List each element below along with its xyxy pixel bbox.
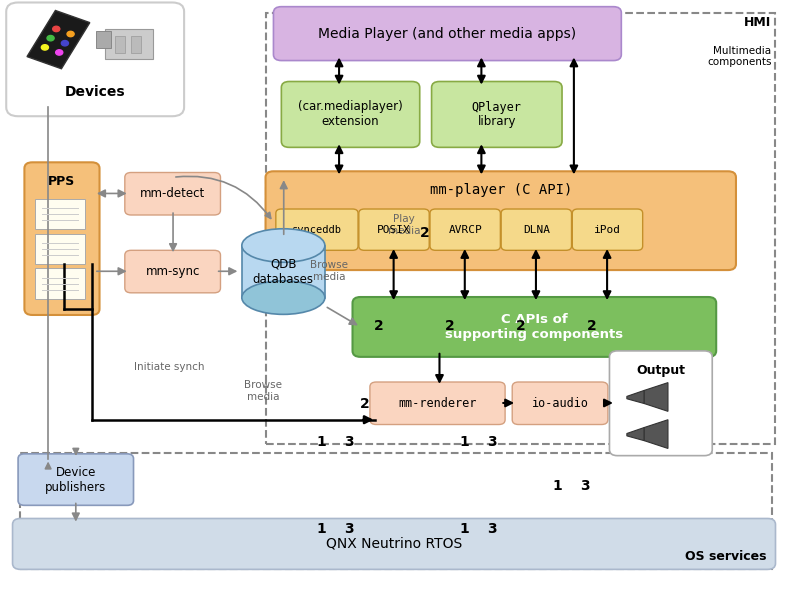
Polygon shape [27, 10, 89, 69]
FancyBboxPatch shape [281, 82, 420, 148]
Text: (car.mediaplayer)
extension: (car.mediaplayer) extension [298, 100, 403, 128]
Bar [242, 245, 325, 298]
Circle shape [55, 50, 63, 55]
Text: Devices: Devices [65, 85, 125, 99]
Bar [21, 452, 771, 569]
Polygon shape [626, 391, 644, 404]
Text: 2: 2 [374, 319, 383, 333]
Text: 2: 2 [421, 226, 430, 240]
FancyBboxPatch shape [105, 29, 154, 59]
Text: databases: databases [253, 273, 314, 286]
FancyBboxPatch shape [610, 351, 712, 455]
FancyBboxPatch shape [25, 163, 100, 315]
FancyBboxPatch shape [512, 382, 608, 425]
Bar [265, 13, 775, 443]
FancyBboxPatch shape [573, 209, 642, 250]
Circle shape [41, 44, 48, 50]
Text: 3: 3 [581, 479, 590, 493]
FancyBboxPatch shape [97, 31, 111, 48]
Polygon shape [626, 428, 644, 440]
Text: io-audio: io-audio [531, 397, 588, 410]
Text: 1: 1 [317, 521, 326, 536]
Text: Media Player (and other media apps): Media Player (and other media apps) [318, 26, 577, 41]
Text: OS services: OS services [684, 550, 766, 563]
Text: 2: 2 [587, 319, 597, 333]
Text: AVRCP: AVRCP [448, 224, 482, 235]
Text: 1: 1 [459, 436, 469, 449]
Text: synceddb: synceddb [292, 224, 342, 235]
Text: 3: 3 [345, 436, 354, 449]
Text: Multimedia
components: Multimedia components [707, 46, 771, 67]
Ellipse shape [242, 229, 325, 262]
FancyBboxPatch shape [6, 2, 184, 116]
Text: DLNA: DLNA [523, 224, 550, 235]
Text: library: library [478, 115, 516, 128]
Circle shape [67, 31, 74, 37]
Text: PPS: PPS [48, 175, 75, 188]
Text: 3: 3 [487, 436, 497, 449]
Text: 1: 1 [317, 436, 326, 449]
Text: C APIs of
supporting components: C APIs of supporting components [445, 313, 623, 341]
FancyBboxPatch shape [18, 454, 134, 505]
Text: Browse
media: Browse media [310, 260, 348, 282]
FancyBboxPatch shape [13, 518, 775, 569]
Text: 3: 3 [345, 521, 354, 536]
Bar [131, 36, 141, 53]
Text: 2: 2 [445, 319, 455, 333]
Text: 1: 1 [552, 479, 562, 493]
Text: iPod: iPod [594, 224, 621, 235]
Text: Output: Output [636, 364, 685, 377]
Text: POSIX: POSIX [377, 224, 411, 235]
Text: QDB: QDB [270, 257, 296, 270]
Circle shape [47, 35, 54, 41]
FancyBboxPatch shape [125, 250, 220, 293]
Text: mm-player (C API): mm-player (C API) [429, 184, 572, 197]
FancyBboxPatch shape [352, 297, 716, 357]
Text: mm-sync: mm-sync [146, 265, 200, 278]
Text: mm-detect: mm-detect [140, 187, 205, 200]
FancyBboxPatch shape [370, 382, 505, 425]
Text: QNX Neutrino RTOS: QNX Neutrino RTOS [326, 537, 463, 551]
Text: 2: 2 [516, 319, 526, 333]
Text: HMI: HMI [744, 16, 771, 29]
FancyBboxPatch shape [35, 199, 86, 229]
Ellipse shape [242, 281, 325, 314]
Polygon shape [644, 383, 668, 412]
Circle shape [53, 26, 60, 32]
Text: Initiate synch: Initiate synch [134, 362, 204, 372]
Text: 1: 1 [459, 521, 469, 536]
Text: Play
media: Play media [387, 214, 421, 236]
Polygon shape [644, 420, 668, 448]
FancyBboxPatch shape [276, 209, 358, 250]
FancyBboxPatch shape [432, 82, 562, 148]
Text: Browse
media: Browse media [244, 380, 282, 402]
Text: 3: 3 [487, 521, 497, 536]
FancyBboxPatch shape [273, 7, 622, 61]
Text: QPlayer: QPlayer [472, 101, 522, 114]
FancyBboxPatch shape [35, 268, 86, 299]
FancyBboxPatch shape [125, 172, 220, 215]
FancyBboxPatch shape [359, 209, 429, 250]
Bar [116, 36, 125, 53]
FancyBboxPatch shape [265, 171, 736, 270]
Text: Device
publishers: Device publishers [45, 466, 106, 494]
FancyBboxPatch shape [501, 209, 572, 250]
Text: 2: 2 [360, 397, 369, 411]
Text: mm-renderer: mm-renderer [398, 397, 477, 410]
FancyBboxPatch shape [35, 233, 86, 264]
FancyBboxPatch shape [430, 209, 501, 250]
Circle shape [61, 41, 68, 46]
